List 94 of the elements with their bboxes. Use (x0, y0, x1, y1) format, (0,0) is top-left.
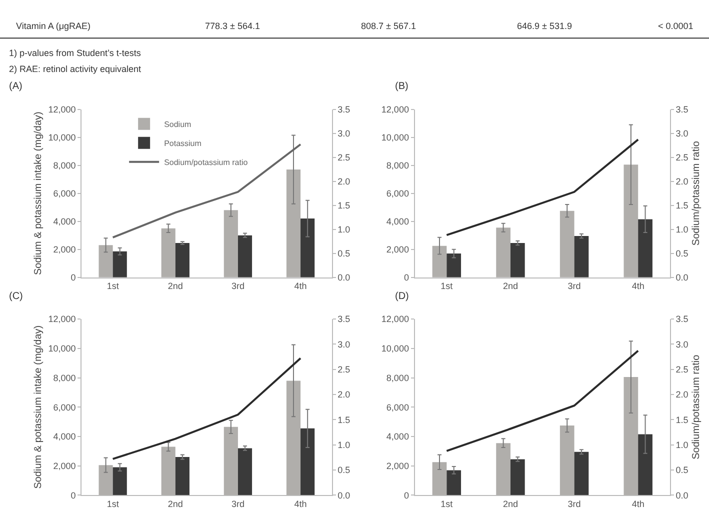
y-axis-title: Sodium & potassium intake (mg/day) (33, 325, 44, 489)
y-tick-label: 12,000 (48, 314, 76, 324)
chart-title: (C) (9, 291, 23, 302)
x-tick-label: 3rd (568, 498, 581, 509)
y-tick-label: 6,000 (53, 188, 76, 198)
y2-tick-label: 2.5 (338, 364, 350, 375)
x-tick-label: 2nd (502, 498, 518, 509)
y-tick-label: 12,000 (381, 314, 409, 324)
y2-tick-label: 1.5 (676, 200, 688, 210)
y-tick-label: 2,000 (386, 460, 409, 471)
text: < 0.0001 (658, 21, 694, 31)
y2-tick-label: 0.5 (676, 465, 688, 476)
y2-tick-label: 2.0 (338, 176, 350, 186)
y2-tick-label: 2.5 (676, 364, 688, 375)
y2-tick-label: 0.0 (338, 490, 350, 500)
y2-tick-label: 3.5 (676, 104, 688, 114)
y2-axis-title: Sodium/potassium ratio (690, 140, 702, 246)
y-tick-label: 10,000 (48, 132, 76, 142)
y2-tick-label: 1.0 (338, 440, 350, 450)
x-tick-label: 3rd (231, 498, 244, 509)
y2-tick-label: 2.5 (676, 152, 688, 162)
text: 778.3 ± 564.1 (205, 21, 260, 31)
y-tick-label: 12,000 (48, 104, 76, 114)
x-tick-label: 2nd (168, 498, 183, 509)
y-tick-label: 12,000 (381, 104, 409, 114)
y2-tick-label: 1.0 (676, 224, 688, 234)
y2-tick-label: 2.5 (338, 152, 350, 162)
x-tick-label: 1st (106, 498, 120, 509)
y-tick-label: 8,000 (386, 372, 409, 383)
y-tick-label: 10,000 (381, 344, 409, 354)
x-tick-label: 2nd (502, 281, 518, 292)
y-tick-label: 8,000 (53, 160, 76, 170)
x-tick-label: 4th (294, 281, 307, 292)
y-tick-label: 0 (404, 272, 409, 282)
y2-tick-label: 3.0 (338, 339, 350, 350)
y2-tick-label: 0.5 (676, 248, 688, 258)
x-tick-label: 4th (632, 281, 644, 292)
y2-tick-label: 2.0 (676, 176, 688, 186)
legend-label: Sodium (164, 120, 192, 129)
y-axis-title: Sodium & potassium intake (mg/day) (33, 112, 44, 276)
y-tick-label: 2,000 (53, 244, 76, 254)
y-tick-label: 4,000 (53, 432, 76, 442)
y2-tick-label: 0.0 (338, 272, 350, 282)
legend-label: Potassium (164, 138, 202, 148)
x-tick-label: 1st (440, 498, 454, 509)
chart-title: (D) (395, 291, 409, 302)
y2-tick-label: 0.0 (676, 490, 688, 500)
y2-tick-label: 3.5 (338, 314, 350, 324)
y-tick-label: 8,000 (386, 160, 409, 170)
y-tick-label: 0 (404, 490, 409, 500)
text: Vitamin A (μgRAE) (16, 21, 91, 31)
y-tick-label: 4,000 (386, 216, 409, 226)
y2-tick-label: 1.5 (338, 200, 350, 210)
y2-tick-label: 3.0 (676, 339, 688, 350)
y-tick-label: 2,000 (53, 460, 76, 471)
x-tick-label: 3rd (568, 281, 581, 292)
y2-tick-label: 1.5 (338, 414, 350, 425)
text: 646.9 ± 531.9 (517, 21, 572, 31)
y2-tick-label: 1.0 (676, 440, 688, 450)
y-tick-label: 10,000 (48, 344, 76, 354)
text: 1) p-values from Student’s t-tests (9, 48, 142, 58)
text: 808.7 ± 567.1 (361, 21, 416, 31)
y-tick-label: 0 (70, 272, 76, 282)
y-tick-label: 4,000 (53, 216, 76, 226)
y2-tick-label: 2.0 (338, 390, 350, 400)
y-tick-label: 10,000 (381, 132, 409, 142)
x-tick-label: 2nd (168, 281, 183, 292)
legend-label: Sodium/potassium ratio (164, 158, 248, 167)
x-tick-label: 1st (106, 281, 120, 292)
y2-tick-label: 3.5 (338, 104, 350, 114)
chart-title: (B) (395, 81, 408, 92)
y2-tick-label: 0.0 (676, 272, 688, 282)
y2-axis-title: Sodium/potassium ratio (690, 354, 702, 460)
y2-tick-label: 0.5 (338, 465, 350, 476)
y-tick-label: 6,000 (386, 188, 409, 198)
x-tick-label: 3rd (231, 281, 244, 292)
y-tick-label: 4,000 (386, 432, 409, 442)
y2-tick-label: 3.0 (338, 128, 350, 138)
x-tick-label: 4th (294, 498, 307, 509)
y2-tick-label: 3.5 (676, 314, 688, 324)
y-tick-label: 0 (70, 490, 76, 500)
y-tick-label: 6,000 (386, 402, 409, 412)
y-tick-label: 6,000 (53, 402, 76, 412)
chart-title: (A) (9, 81, 22, 92)
y-tick-label: 2,000 (386, 244, 409, 254)
y2-tick-label: 1.5 (676, 414, 688, 425)
y2-tick-label: 3.0 (676, 128, 688, 138)
x-tick-label: 4th (632, 498, 644, 509)
x-tick-label: 1st (440, 281, 454, 292)
y-tick-label: 8,000 (53, 372, 76, 383)
y2-tick-label: 1.0 (338, 224, 350, 234)
text: 2) RAE: retinol activity equivalent (9, 64, 142, 74)
y2-tick-label: 0.5 (338, 248, 350, 258)
y2-tick-label: 2.0 (676, 390, 688, 400)
